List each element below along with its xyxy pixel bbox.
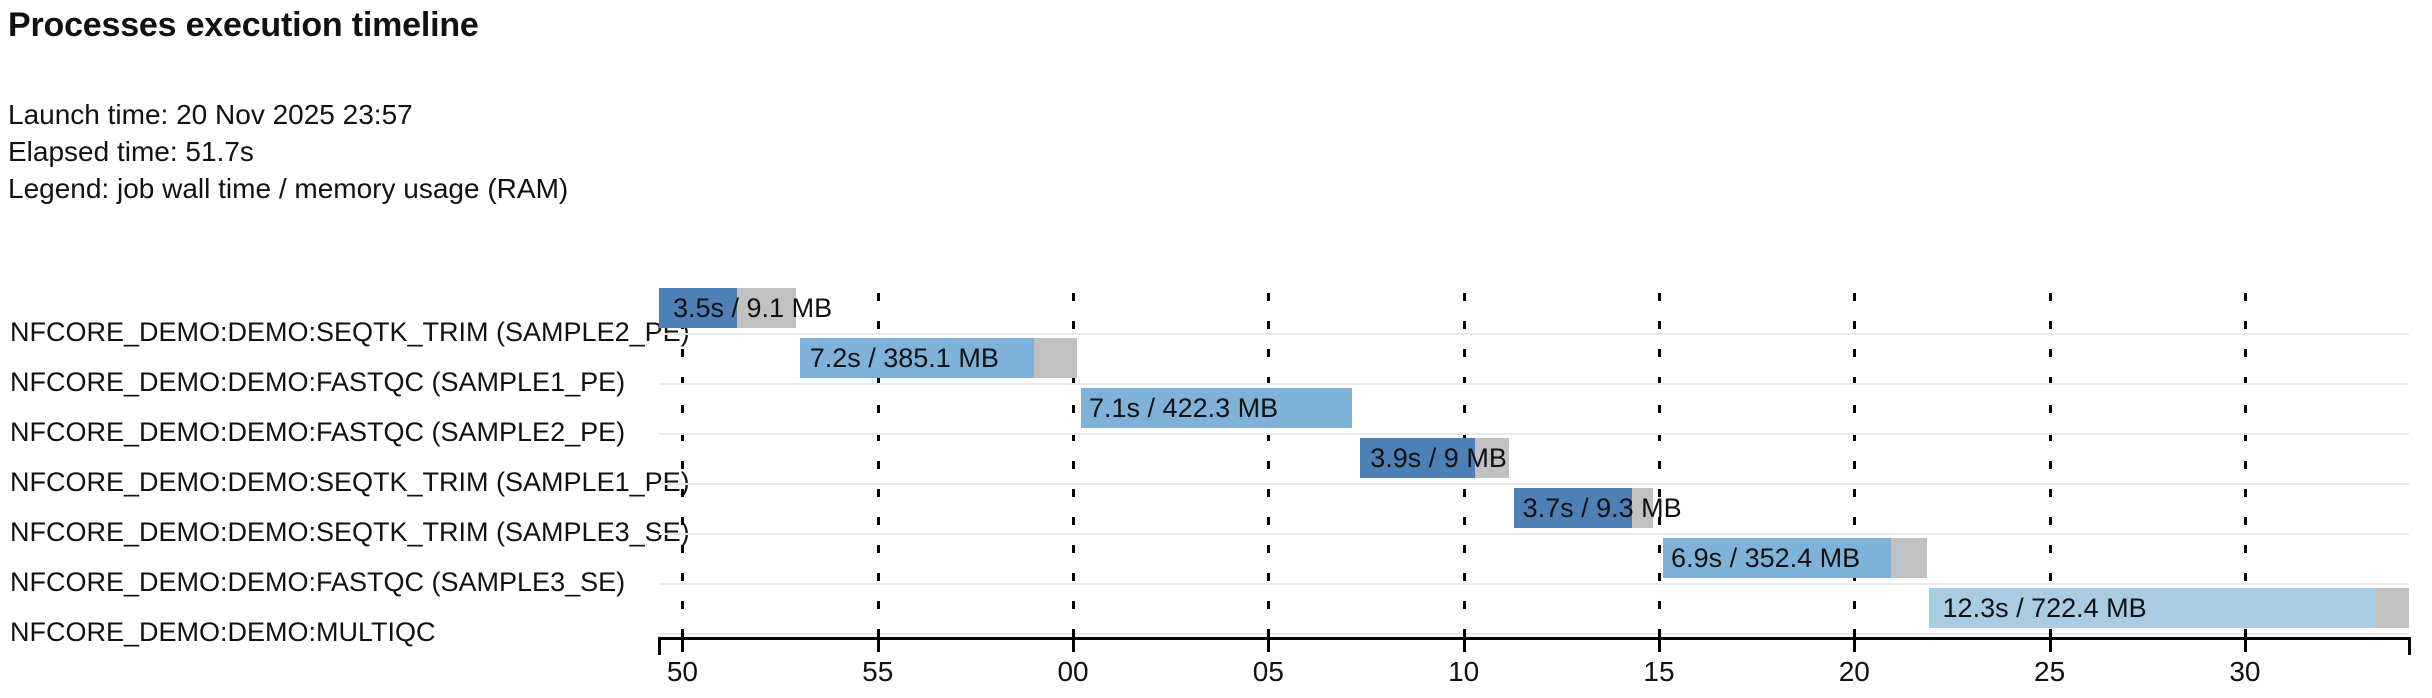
axis-tick bbox=[1072, 629, 1076, 652]
x-axis-line bbox=[659, 637, 2411, 640]
task-bar-complete-segment bbox=[1034, 338, 1077, 378]
row-divider bbox=[659, 633, 2409, 635]
task-bar-complete-segment bbox=[1631, 488, 1654, 528]
process-label: NFCORE_DEMO:DEMO:FASTQC (SAMPLE2_PE) bbox=[10, 417, 626, 447]
task-bar-run-segment bbox=[659, 288, 738, 328]
axis-end-cap bbox=[2408, 637, 2411, 655]
task-bar-complete-segment bbox=[2375, 588, 2409, 628]
task-bar-run-segment bbox=[1928, 588, 2376, 628]
axis-tick bbox=[1267, 629, 1271, 652]
axis-tick-label: 50 bbox=[666, 656, 699, 687]
task-bar-label: 6.9s / 352.4 MB bbox=[1671, 543, 1861, 573]
axis-tick bbox=[1658, 629, 1661, 652]
axis-tick-label: 20 bbox=[1838, 656, 1870, 687]
task-bar-label: 3.5s / 9.1 MB bbox=[673, 293, 833, 323]
task-bar-run-segment bbox=[1514, 488, 1632, 528]
axis-tick bbox=[681, 629, 685, 652]
legend-text: Legend: job wall time / memory usage (RA… bbox=[8, 173, 569, 204]
task-bar-label: 7.2s / 385.1 MB bbox=[809, 343, 999, 373]
gridline-15 bbox=[1658, 293, 1661, 632]
run-metadata: Launch time: 20 Nov 2025 23:57 Elapsed t… bbox=[8, 96, 568, 207]
process-label: NFCORE_DEMO:DEMO:FASTQC (SAMPLE1_PE) bbox=[10, 367, 626, 397]
row-divider bbox=[659, 383, 2409, 385]
plot-area: 3.5s / 9.1 MB 7.2s / 385.1 MB 7.1s / 422.3… bbox=[659, 285, 2409, 635]
axis-tick-label: 25 bbox=[2034, 656, 2066, 687]
task-bar-label: 3.9s / 9 MB bbox=[1370, 443, 1507, 473]
gridline-50 bbox=[681, 293, 685, 632]
process-label: NFCORE_DEMO:DEMO:FASTQC (SAMPLE3_SE) bbox=[10, 567, 626, 597]
axis-tick bbox=[2048, 629, 2052, 652]
elapsed-time-text: Elapsed time: 51.7s bbox=[8, 136, 254, 167]
task-bar-label: 12.3s / 722.4 MB bbox=[1942, 593, 2147, 623]
gridline-30 bbox=[2243, 293, 2247, 632]
axis-tick bbox=[876, 629, 880, 652]
axis-tick-label: 10 bbox=[1448, 656, 1480, 687]
row-divider bbox=[659, 583, 2409, 585]
process-label: NFCORE_DEMO:DEMO:SEQTK_TRIM (SAMPLE2_PE) bbox=[10, 317, 690, 347]
gridline-55 bbox=[876, 293, 880, 632]
axis-tick-label: 05 bbox=[1252, 656, 1284, 687]
axis-tick bbox=[1462, 629, 1466, 652]
gridline-00 bbox=[1072, 293, 1076, 632]
row-divider bbox=[659, 433, 2409, 435]
axis-tick bbox=[2243, 629, 2247, 652]
task-bar-run-segment bbox=[1662, 538, 1892, 578]
task-bar-label: 3.7s / 9.3 MB bbox=[1522, 493, 1682, 523]
axis-tick-label: 55 bbox=[862, 656, 894, 687]
task-bar-label: 7.1s / 422.3 MB bbox=[1089, 393, 1279, 423]
gridline-20 bbox=[1853, 293, 1857, 632]
row-divider bbox=[659, 483, 2409, 485]
process-label: NFCORE_DEMO:DEMO:SEQTK_TRIM (SAMPLE3_SE) bbox=[10, 517, 690, 547]
gridline-25 bbox=[2048, 293, 2052, 632]
task-bar-complete-segment bbox=[1891, 538, 1927, 578]
row-divider bbox=[659, 533, 2409, 535]
task-bar-complete-segment bbox=[737, 288, 796, 328]
axis-tick bbox=[1853, 629, 1857, 652]
process-label: NFCORE_DEMO:DEMO:SEQTK_TRIM (SAMPLE1_PE) bbox=[10, 467, 690, 497]
launch-time-text: Launch time: 20 Nov 2025 23:57 bbox=[8, 99, 413, 130]
gridline-05 bbox=[1267, 293, 1271, 632]
row-divider bbox=[659, 333, 2409, 335]
axis-tick-label: 30 bbox=[2229, 656, 2261, 687]
process-label: NFCORE_DEMO:DEMO:MULTIQC bbox=[10, 617, 436, 647]
task-bar-run-segment bbox=[799, 338, 1034, 378]
axis-end-cap bbox=[658, 637, 661, 655]
task-bar-run-segment bbox=[1080, 388, 1353, 428]
task-bar-run-segment bbox=[1360, 438, 1476, 478]
page-title: Processes execution timeline bbox=[8, 6, 479, 44]
task-bar-complete-segment bbox=[1475, 438, 1509, 478]
axis-tick-label: 00 bbox=[1057, 656, 1089, 687]
axis-tick-label: 15 bbox=[1643, 656, 1675, 687]
